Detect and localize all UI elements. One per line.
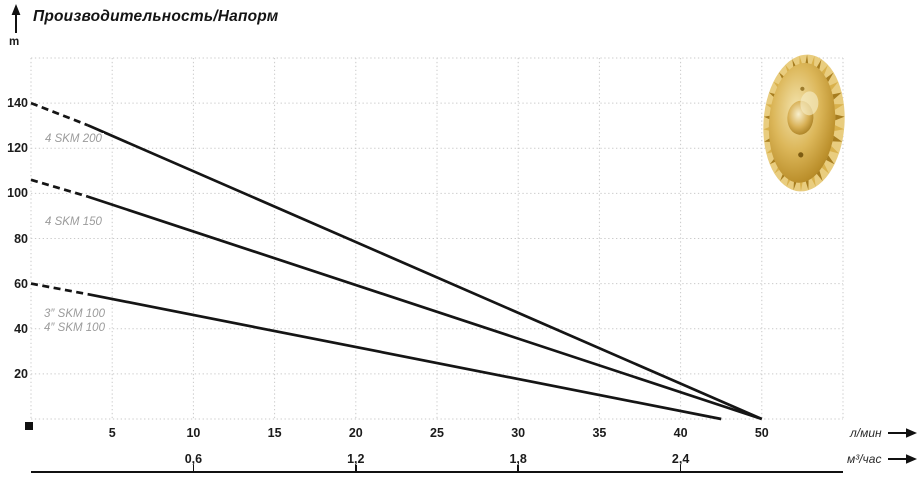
curve-dashed-segment <box>30 178 89 198</box>
secondary-axis-tick <box>355 465 357 471</box>
impeller-blade <box>810 55 815 67</box>
impeller-blade <box>821 163 830 174</box>
grid <box>30 57 844 420</box>
y-axis-tick-label: 40 <box>14 321 28 336</box>
impeller-blade <box>829 81 839 91</box>
secondary-axis-line <box>31 471 843 474</box>
x-axis-arrow-icon-m3h <box>888 454 917 464</box>
y-axis-unit-label: m <box>9 36 20 48</box>
pump-curve-4-skm-200 <box>30 101 763 421</box>
secondary-axis-tick <box>517 465 519 471</box>
impeller-blade <box>799 180 803 192</box>
curve-solid-segment <box>87 292 722 421</box>
x-axis-tick-label-lmin: 15 <box>267 426 282 440</box>
x-axis-arrow-icon-lmin <box>888 428 917 438</box>
impeller-blade <box>834 104 844 110</box>
curve-solid-segment <box>87 123 763 421</box>
impeller-blade <box>816 59 822 71</box>
impeller-blade <box>805 179 809 191</box>
x-axis-tick-label-lmin: 5 <box>108 426 116 440</box>
impeller-blade <box>832 135 843 142</box>
origin-marker <box>25 422 33 430</box>
impeller-blade <box>829 145 839 154</box>
impeller-blade <box>835 114 845 121</box>
curve-label-3skm100: 3″ SKM 100 <box>42 308 107 321</box>
x-axis-tick-label-lmin: 50 <box>754 426 769 440</box>
pump-curve-4-skm-150 <box>30 178 763 421</box>
impeller-highlight <box>800 91 819 116</box>
curve-label-4skm150: 4 SKM 150 <box>43 216 104 229</box>
curve-solid-segment <box>87 195 763 421</box>
y-axis-tick-label: 80 <box>14 231 28 246</box>
curve-label-4skm200: 4 SKM 200 <box>43 133 104 146</box>
x-axis-tick-label-m3h: 0,6 <box>184 452 203 466</box>
x-axis-tick-label-m3h: 1,8 <box>509 452 527 466</box>
x-axis-unit-lmin: л/мин <box>850 426 882 440</box>
x-axis-tick-label-lmin: 20 <box>348 426 363 440</box>
secondary-axis-tick <box>679 465 682 471</box>
y-axis-tick-label: 20 <box>14 366 28 381</box>
impeller-image <box>763 54 845 192</box>
impeller-hole-bottom <box>798 152 804 158</box>
impeller-blade <box>821 64 829 76</box>
y-axis-tick-label: 60 <box>14 276 28 291</box>
x-axis-tick-label-m3h: 1,2 <box>347 452 365 466</box>
impeller-blade <box>832 92 842 100</box>
curve-dashed-segment <box>30 282 89 296</box>
pump-curve-3-4-skm-100 <box>30 282 722 421</box>
y-axis-arrow-icon <box>11 4 21 33</box>
y-axis-tick-label: 120 <box>7 141 28 156</box>
curve-dashed-segment <box>30 101 89 127</box>
impeller-blade <box>816 170 823 182</box>
x-axis-tick-label-lmin: 40 <box>673 426 688 440</box>
secondary-axis-tick <box>192 465 195 471</box>
impeller-blade <box>834 125 845 132</box>
x-axis-tick-label-lmin: 10 <box>186 426 201 440</box>
x-axis-tick-label-lmin: 35 <box>592 426 607 440</box>
y-axis-tick-label: 140 <box>7 96 28 111</box>
impeller-blade <box>805 54 809 66</box>
x-axis-tick-label-lmin: 25 <box>430 426 444 440</box>
x-axis-tick-label-lmin: 30 <box>511 426 526 440</box>
x-axis-tick-label-m3h: 2,4 <box>671 452 690 466</box>
impeller-blade <box>811 175 816 187</box>
impeller-blade <box>825 72 834 83</box>
curve-label-4skm100: 4″ SKM 100 <box>42 322 107 335</box>
y-axis-tick-label: 100 <box>7 186 28 201</box>
impeller-hole-top <box>800 86 805 91</box>
impeller-blade <box>826 155 835 165</box>
chart-title: Производительность/Напорм <box>33 8 279 25</box>
x-axis-unit-m3h: м³/час <box>847 452 882 466</box>
